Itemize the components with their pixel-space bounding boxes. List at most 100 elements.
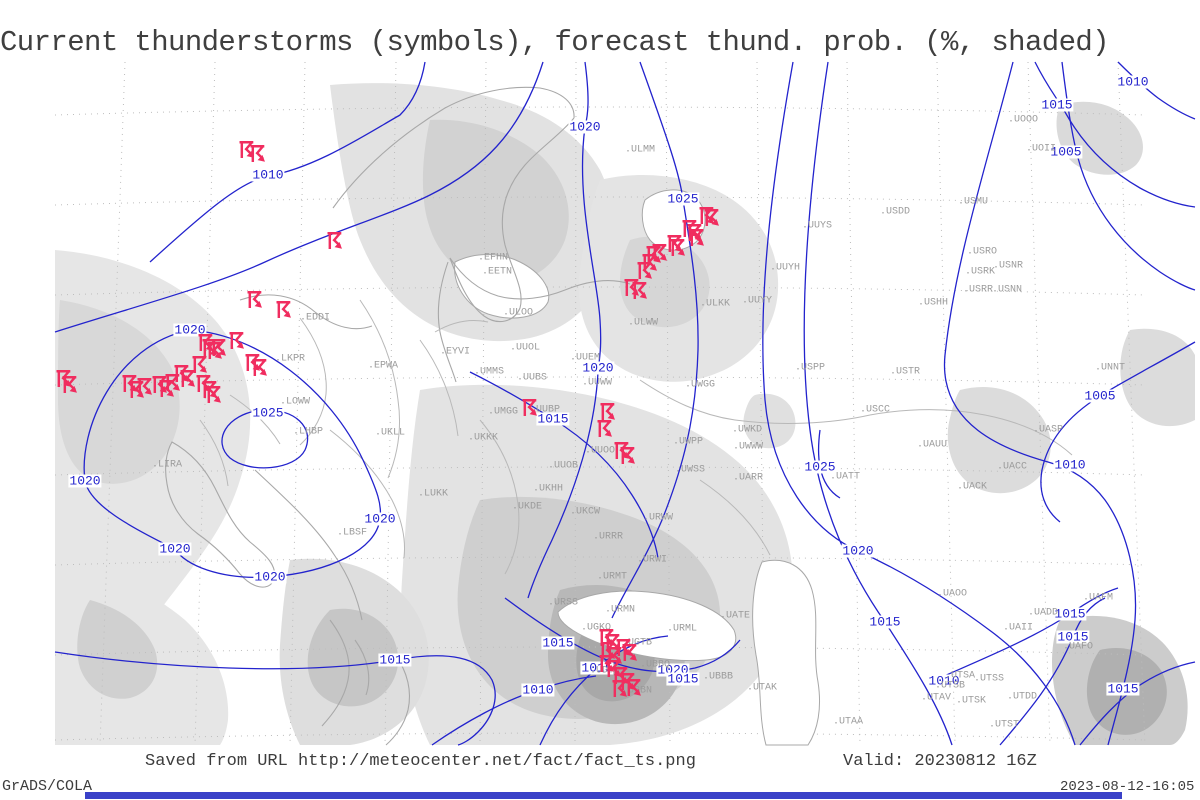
station-id-label: .UWKD [731,424,763,436]
station-id-label: .USPP [794,362,826,374]
grads-credit-text: GrADS/COLA [2,778,93,795]
isobar-value-label: 1015 [1040,97,1074,113]
station-id-label: .UBBQ [639,659,671,671]
thunderstorm-symbol [646,245,662,263]
isobar-value-label: 1015 [580,660,614,676]
station-id-label: .UKKK [467,432,499,444]
station-id-label: .EFHN [477,252,509,264]
thunderstorm-symbol [276,300,292,318]
station-id-label: .UACK [956,481,988,493]
station-id-label: .URMN [604,604,636,616]
thunderstorm-symbol [211,338,227,356]
station-id-label: .UAFM [1082,592,1114,604]
station-id-label: .UATT [829,471,861,483]
isobar-value-label: 1015 [1106,681,1140,697]
station-id-label: .URRR [592,531,624,543]
isobar-value-label: 1020 [68,473,102,489]
thunderstorm-symbol [620,446,636,464]
thunderstorm-symbol [626,678,642,696]
isobar-value-label: 1025 [251,405,285,421]
station-id-label: .ULMM [624,144,656,156]
station-id-label: .UTAV [920,692,952,704]
thunderstorm-symbol [704,208,720,226]
station-id-label: .LOWW [279,396,311,408]
station-id-label: .UTSA [944,670,976,682]
isobar-contours [54,61,1196,746]
thunderstorm-symbol [207,341,223,359]
thunderstorm-symbol [670,238,686,256]
isobar-value-label: 1015 [541,635,575,651]
station-id-label: .UWWW [732,441,764,453]
station-id-label: .UBBB [702,671,734,683]
thunderstorm-symbol [192,355,208,373]
thunderstorm-symbol [159,379,175,397]
station-id-label: .USRR [962,284,994,296]
station-id-label: .UADD [1027,607,1059,619]
thunderstorm-symbol [180,369,196,387]
thunderstorm-symbol [612,679,628,697]
isobar-value-label: 1025 [666,191,700,207]
station-id-label: .UAUU [916,439,948,451]
station-id-label: .UKDE [511,501,543,513]
station-id-label: .UUWW [581,377,613,389]
station-id-label: .LHBP [292,426,324,438]
isobar-value-label: 1015 [666,671,700,687]
thunderstorm-symbol [250,144,266,162]
valid-time-text: Valid: 20230812 16Z [843,752,1037,771]
station-id-label: .USNR [992,260,1024,272]
isobar-value-label: 1010 [1053,457,1087,473]
isobar-value-label: 1020 [581,360,615,376]
thunderstorm-symbol [522,398,538,416]
isobar-value-label: 1020 [568,119,602,135]
station-id-label: .UNNT [1094,362,1126,374]
generation-timestamp: 2023-08-12-16:05 [1060,779,1195,795]
thunderstorm-symbol [600,402,616,420]
station-id-label: .UUYY [741,295,773,307]
station-id-label: .USRO [966,246,998,258]
isobar-value-label: 1005 [1083,388,1117,404]
station-id-label: .UARR [732,472,764,484]
station-id-label: .UTSK [955,695,987,707]
station-id-label: .EYVI [439,346,471,358]
thunderstorm-symbol [137,377,153,395]
station-id-label: .UMMS [473,366,505,378]
station-id-label: .UTSS [973,673,1005,685]
isobar-value-label: 1020 [173,322,207,338]
station-id-label: .UOOO [1007,114,1039,126]
isobar-value-label: 1020 [841,543,875,559]
station-id-label: .USDD [879,206,911,218]
thunderstorm-symbol [252,358,268,376]
seas [454,189,821,746]
station-id-label: .EDDI [299,312,331,324]
station-id-label: .UWSS [674,464,706,476]
station-id-label: .UTAK [746,682,778,694]
bottom-blue-bar [85,792,1122,799]
thunderstorm-symbol [229,331,245,349]
isobar-value-label: 1015 [868,614,902,630]
station-id-label: .LUKK [417,488,449,500]
thunderstorm-symbol [622,643,638,661]
thunderstorm-symbol [687,223,703,241]
station-id-label: .UTSB [934,680,966,692]
isobar-value-label: 1010 [251,167,285,183]
probability-shading [55,83,1195,745]
isobar-value-label: 1010 [1116,74,1150,90]
station-id-label: .UGKO [580,622,612,634]
station-id-label: .USHH [917,297,949,309]
station-id-label: .UGTB [621,637,653,649]
isobar-value-label: 1015 [536,411,570,427]
thunderstorm-symbol [632,281,648,299]
station-id-label: .UASP [1032,424,1064,436]
station-id-label: .LKPR [274,353,306,365]
thunderstorm-symbol [652,243,668,261]
station-id-label: .UAFO [1062,641,1094,653]
station-id-label: .UUOB [547,460,579,472]
station-id-label: .UUYH [769,262,801,274]
station-id-label: .URMT [596,571,628,583]
isobar-value-label: 1025 [803,459,837,475]
isobar-value-label: 1010 [521,682,555,698]
station-id-label: .USMU [957,196,989,208]
isobar-value-label: 1020 [363,511,397,527]
coastlines-borders [165,86,1073,746]
